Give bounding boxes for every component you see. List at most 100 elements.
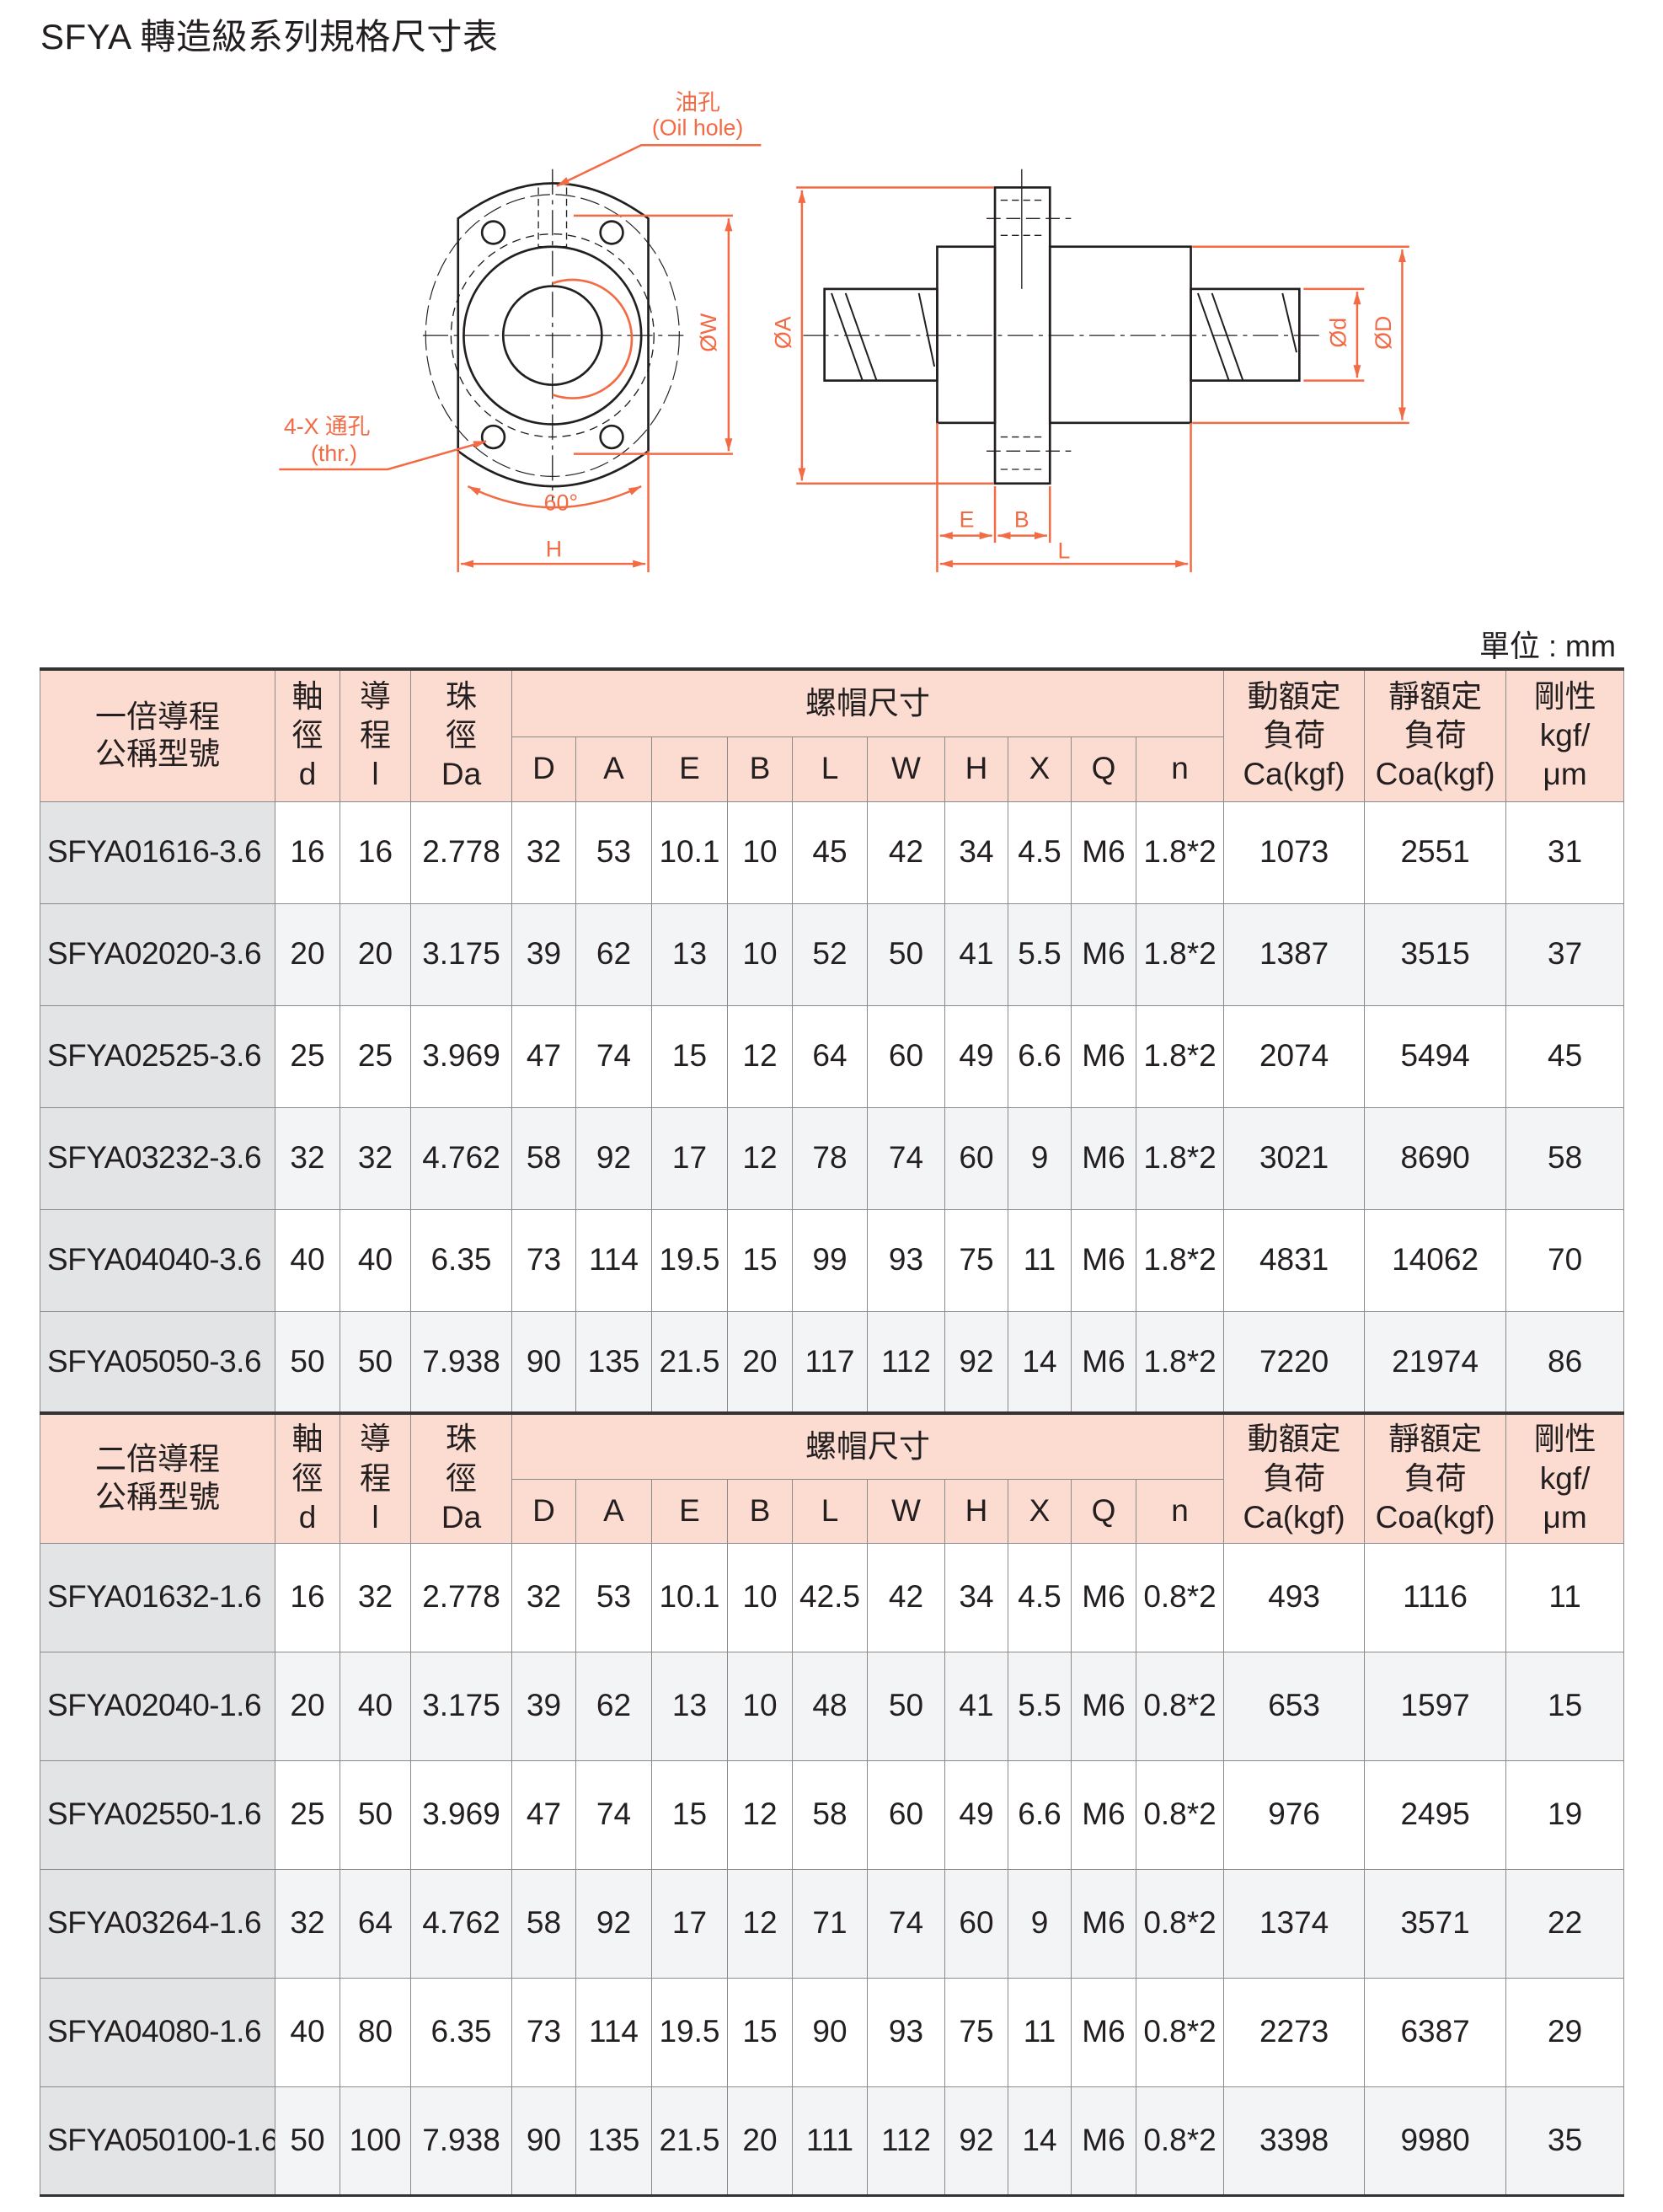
value-cell: 39 [511,902,576,1006]
oil-hole-label-en: (Oil hole) [652,115,744,141]
header-line: 二倍導程 [95,1442,220,1477]
value-cell: M6 [1071,1310,1136,1414]
dim-E-label: E [960,507,975,533]
value-cell: 20 [275,1651,340,1761]
value-cell: 12 [727,1004,793,1108]
value-cell: 20 [275,902,340,1006]
model-cell: SFYA03232-3.6 [40,1106,275,1210]
value-cell: 493 [1223,1542,1366,1652]
header-line: 軸 [291,1422,324,1457]
value-cell: 14062 [1364,1208,1507,1312]
header-line: 負荷 [1404,718,1467,753]
value-cell: M6 [1071,902,1136,1006]
value-cell: 10 [727,1542,793,1652]
value-cell: 64 [792,1004,868,1108]
header-line: Coa(kgf) [1375,1499,1495,1534]
value-cell: 32 [511,801,576,904]
value-cell: M6 [1071,1977,1136,2087]
value-cell: 4.5 [1008,1542,1072,1652]
value-cell: 16 [275,801,340,904]
value-cell: 22 [1505,1868,1625,1979]
table-row: SFYA01616-3.6 16 16 2.778 32 53 10.1 10 45 42 34 4.… [40,801,1625,904]
value-cell: 3398 [1223,2086,1366,2197]
header-line: kgf/ [1539,718,1591,753]
value-cell: 60 [944,1868,1008,1979]
value-cell: 35 [1505,2086,1625,2197]
value-cell: 50 [867,902,945,1006]
nut-col-header: H [944,1478,1008,1544]
table-row: SFYA01632-1.6 16 32 2.778 32 53 10.1 10 42.5 42 34… [40,1542,1625,1652]
value-cell: 75 [944,1977,1008,2087]
value-cell: 58 [511,1868,576,1979]
value-cell: 90 [511,1310,576,1414]
static-header: 靜額定 負荷 Coa(kgf) [1364,667,1507,802]
value-cell: 73 [511,1208,576,1312]
value-cell: 10 [727,801,793,904]
value-cell: 19 [1505,1759,1625,1870]
value-cell: 32 [340,1106,411,1210]
oil-hole-label: 油孔 [675,89,720,115]
value-cell: 48 [792,1651,868,1761]
value-cell: 31 [1505,801,1625,904]
value-cell: 12 [727,1759,793,1870]
value-cell: 1.8*2 [1135,801,1225,904]
value-cell: 32 [340,1542,411,1652]
value-cell: 16 [340,801,411,904]
value-cell: 99 [792,1208,868,1312]
nut-col-header: W [867,736,945,802]
value-cell: 15 [1505,1651,1625,1761]
value-cell: 10 [727,902,793,1006]
header-row-top: 二倍導程 公稱型號軸徑 d 導程 l 珠徑 Da 螺帽尺寸 動額定 負荷 Ca(kgf) 靜額定 負荷 C… [40,1411,1625,1544]
header-line: 靜額定 [1388,1422,1483,1457]
value-cell: 50 [867,1651,945,1761]
header-line: Ca(kgf) [1243,757,1345,792]
header-line: 導 [360,1422,391,1457]
model-header: 二倍導程 公稱型號 [40,1411,275,1544]
value-cell: 12 [727,1868,793,1979]
nut-col-header: A [575,736,652,802]
ball-header: 珠徑 Da [410,1411,512,1544]
value-cell: 9 [1008,1868,1072,1979]
header-line: 程 [360,718,391,753]
value-cell: 50 [340,1759,411,1870]
value-cell: 58 [1505,1106,1625,1210]
nut-col-header: n [1135,1478,1225,1544]
value-cell: 42.5 [792,1542,868,1652]
dim-A-label: ØA [770,316,795,349]
value-cell: 90 [792,1977,868,2087]
value-cell: 5.5 [1008,1651,1072,1761]
value-cell: 49 [944,1004,1008,1108]
model-cell: SFYA02020-3.6 [40,902,275,1006]
dynamic-header: 動額定 負荷 Ca(kgf) [1223,1411,1366,1544]
header-line: 動額定 [1247,1422,1341,1457]
value-cell: 75 [944,1208,1008,1312]
header-line: 負荷 [1263,718,1326,753]
value-cell: 2495 [1364,1759,1507,1870]
value-cell: 21.5 [651,2086,728,2197]
value-cell: 1073 [1223,801,1366,904]
value-cell: 32 [275,1106,340,1210]
value-cell: 70 [1505,1208,1625,1312]
value-cell: 5494 [1364,1004,1507,1108]
ball-header: 珠徑 Da [410,667,512,802]
nut-col-header: D [511,1478,576,1544]
thru-hole-label: 4-X 通孔 [284,414,371,439]
value-cell: 100 [340,2086,411,2197]
value-cell: 37 [1505,902,1625,1006]
unit-label: 單位 : mm [1479,629,1616,663]
value-cell: 20 [727,2086,793,2197]
value-cell: 9 [1008,1106,1072,1210]
front-view-dimensions [279,144,762,573]
value-cell: 11 [1008,1208,1072,1312]
table-row: SFYA03264-1.6 32 64 4.762 58 92 17 12 71 74 60 9 M6 0… [40,1868,1625,1979]
value-cell: 15 [727,1208,793,1312]
value-cell: 9980 [1364,2086,1507,2197]
model-header: 一倍導程 公稱型號 [40,667,275,802]
value-cell: 64 [340,1868,411,1979]
value-cell: 7.938 [410,1310,512,1414]
model-cell: SFYA01616-3.6 [40,801,275,904]
header-line: Coa(kgf) [1375,757,1495,792]
value-cell: 1.8*2 [1135,902,1225,1006]
